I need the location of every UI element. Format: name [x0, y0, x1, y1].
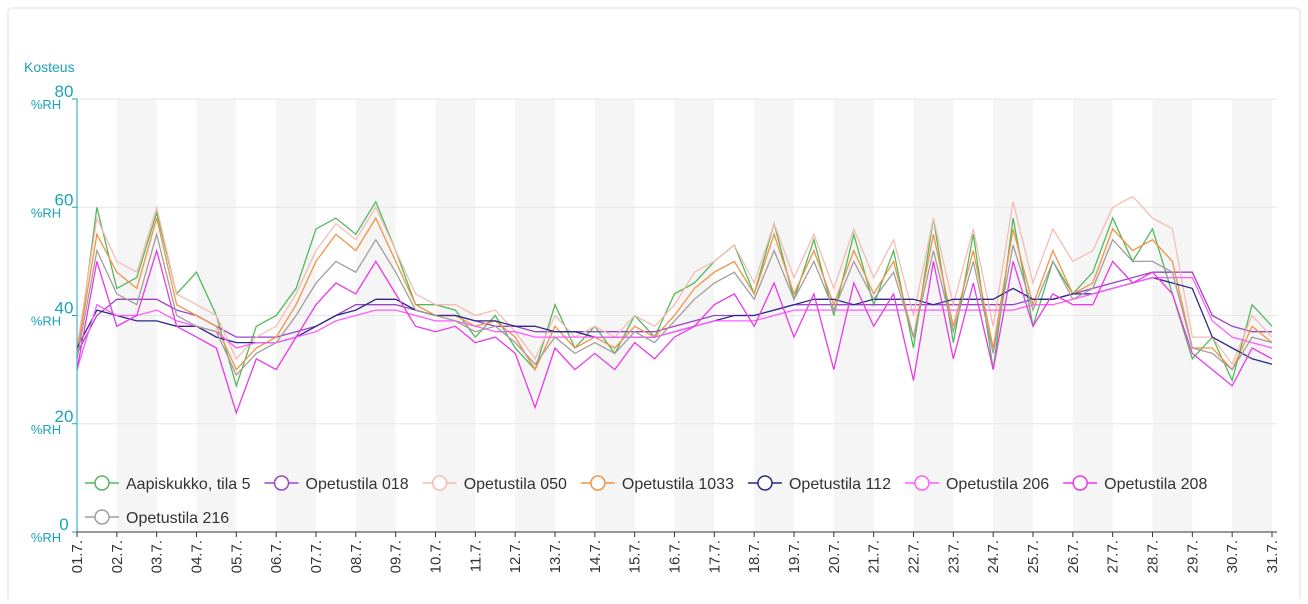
x-tick-label: 27.7. [1105, 540, 1122, 573]
y-tick-label: 40 [55, 299, 74, 318]
x-tick-label: 25.7. [1025, 540, 1042, 573]
y-tick-unit: %RH [31, 530, 61, 545]
x-tick-label: 03.7. [149, 540, 166, 573]
legend-label: Aapiskukko, tila 5 [126, 476, 251, 493]
legend-marker [94, 475, 110, 491]
y-tick-unit: %RH [31, 422, 61, 437]
x-tick-label: 08.7. [348, 540, 365, 573]
x-tick-label: 11.7. [467, 540, 484, 572]
x-tick-label: 13.7. [547, 540, 564, 573]
x-tick-label: 31.7. [1264, 540, 1281, 573]
legend-label: Opetustila 216 [126, 510, 229, 527]
x-tick-label: 10.7. [428, 540, 445, 573]
x-tick-label: 09.7. [388, 540, 405, 573]
legend-marker [94, 509, 110, 525]
legend-label: Opetustila 208 [1104, 476, 1207, 493]
chart-frame [7, 7, 1301, 604]
legend-label: Opetustila 1033 [622, 476, 734, 493]
x-tick-label: 30.7. [1224, 540, 1241, 573]
y-tick-label: 80 [55, 82, 74, 101]
x-tick-label: 16.7. [667, 540, 684, 573]
x-tick-label: 17.7. [706, 540, 723, 573]
legend-item[interactable]: Opetustila 112 [747, 475, 891, 493]
y-axis-title: Kosteus [24, 59, 75, 75]
series-line [76, 231, 1273, 377]
x-tick-label: 07.7. [308, 540, 325, 573]
y-tick-unit: %RH [31, 97, 61, 112]
x-tick-label: 15.7. [627, 540, 644, 573]
legend-label: Opetustila 206 [946, 476, 1049, 493]
legend-marker [1072, 475, 1088, 491]
legend-item[interactable]: Opetustila 206 [904, 475, 1049, 493]
x-tick-label: 14.7. [587, 540, 604, 573]
x-tick-label: 26.7. [1065, 540, 1082, 573]
x-tick-label: 23.7. [945, 540, 962, 573]
y-tick-label: 60 [55, 190, 74, 209]
legend-item[interactable]: Opetustila 216 [85, 509, 229, 527]
x-tick-label: 21.7. [866, 540, 883, 573]
x-tick-label: 19.7. [786, 540, 803, 573]
x-tick-label: 04.7. [189, 540, 206, 573]
y-tick-label: 0 [59, 515, 68, 534]
legend-item[interactable]: Opetustila 1033 [580, 475, 734, 493]
y-tick-label: 20 [55, 407, 74, 426]
legend-item[interactable]: Aapiskukko, tila 5 [85, 475, 251, 493]
legend-marker [273, 475, 290, 491]
series-line [76, 248, 1273, 415]
legend-marker [914, 475, 930, 491]
legend-marker [590, 475, 606, 491]
x-tick-label: 18.7. [746, 540, 763, 573]
legend-item[interactable]: Opetustila 050 [422, 475, 567, 493]
legend-label: Opetustila 050 [464, 476, 567, 493]
x-tick-label: 22.7. [906, 540, 923, 573]
x-tick-label: 24.7. [985, 540, 1002, 573]
x-tick-label: 02.7. [109, 540, 126, 573]
legend-item[interactable]: Opetustila 208 [1063, 475, 1207, 493]
legend-label: Opetustila 018 [306, 476, 409, 493]
x-tick-label: 01.7. [69, 540, 86, 573]
legend-marker [757, 475, 773, 491]
x-tick-label: 29.7. [1184, 540, 1201, 573]
legend-marker [431, 475, 448, 491]
x-tick-label: 05.7. [228, 540, 245, 573]
y-tick-unit: %RH [31, 205, 61, 220]
series-line [76, 195, 1273, 366]
x-tick-label: 12.7. [507, 540, 524, 573]
x-tick-label: 20.7. [826, 540, 843, 573]
x-tick-label: 28.7. [1145, 540, 1162, 573]
y-tick-unit: %RH [31, 314, 61, 329]
legend-item[interactable]: Opetustila 018 [264, 475, 409, 493]
x-tick-label: 06.7. [268, 540, 285, 573]
legend-label: Opetustila 112 [789, 476, 891, 493]
